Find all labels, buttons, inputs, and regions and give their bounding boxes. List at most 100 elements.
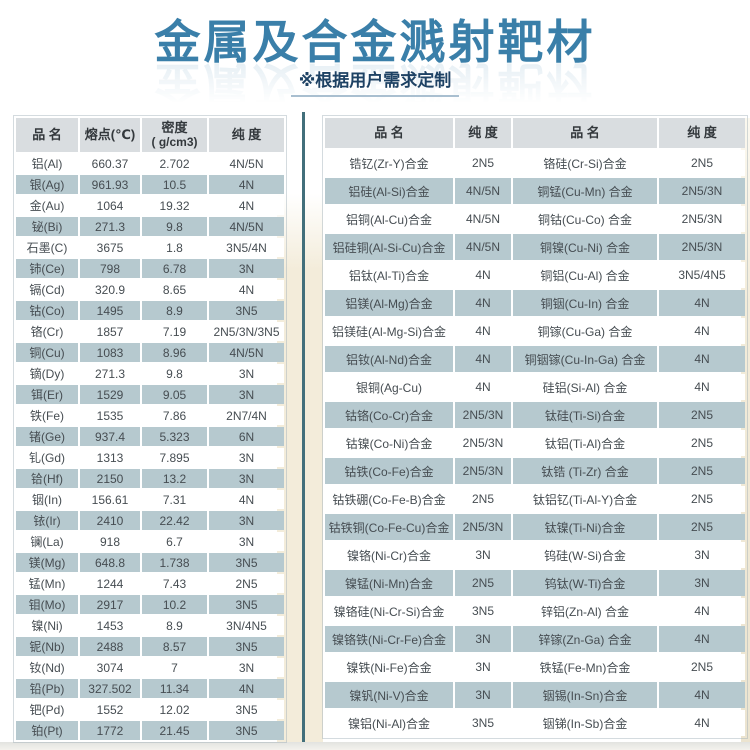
cell: 7.19 (142, 322, 207, 341)
cell: 镍钒(Ni-V)合金 (325, 682, 453, 708)
cell: 4N (455, 346, 511, 372)
table-row: 铝(Al) 660.37 2.702 4N/5N (16, 154, 284, 173)
cell: 3N (455, 542, 511, 568)
cell: 660.37 (80, 154, 140, 173)
cell: 铝硅铜(Al-Si-Cu)合金 (325, 234, 453, 260)
cell: 铅(Pb) (16, 679, 78, 698)
cell: 19.32 (142, 196, 207, 215)
cell: 钨钛(W-Ti)合金 (513, 570, 657, 596)
cell: 7.31 (142, 490, 207, 509)
table-row: 铁(Fe) 1535 7.86 2N7/4N (16, 406, 284, 425)
cell: 2N5/3N (659, 234, 745, 260)
cell: 铁锰(Fe-Mn)合金 (513, 654, 657, 680)
cell: 9.8 (142, 217, 207, 236)
cell: 铜(Cu) (16, 343, 78, 362)
cell: 4N (659, 710, 745, 736)
cell: 3N (659, 570, 745, 596)
cell: 1772 (80, 721, 140, 740)
cell: 钴铁铜(Co-Fe-Cu)合金 (325, 514, 453, 540)
cell: 铟锑(In-Sb)合金 (513, 710, 657, 736)
table-row: 金(Au) 1064 19.32 4N (16, 196, 284, 215)
cell: 2.702 (142, 154, 207, 173)
table-row: 铝镁硅(Al-Mg-Si)合金 4N 铜镓(Cu-Ga) 合金 4N (325, 318, 745, 344)
cell: 钴铁硼(Co-Fe-B)合金 (325, 486, 453, 512)
cell: 4N (659, 318, 745, 344)
cell: 钕(Nd) (16, 658, 78, 677)
cell: 6N (209, 427, 284, 446)
table-row: 钴铬(Co-Cr)合金 2N5/3N 钛硅(Ti-Si)合金 2N5 (325, 402, 745, 428)
cell: 1.738 (142, 553, 207, 572)
cell: 4N (209, 175, 284, 194)
column-header: 熔点(℃) (80, 118, 140, 152)
cell: 铌(Nb) (16, 637, 78, 656)
cell: 1453 (80, 616, 140, 635)
cell: 3N5 (209, 700, 284, 719)
cell: 铝镁(Al-Mg)合金 (325, 290, 453, 316)
cell: 2N5 (455, 570, 511, 596)
cell: 2N5/3N (455, 514, 511, 540)
cell: 铝硅(Al-Si)合金 (325, 178, 453, 204)
table-row: 铟(In) 156.61 7.31 4N (16, 490, 284, 509)
cell: 铝钕(Al-Nd)合金 (325, 346, 453, 372)
cell: 3N (209, 469, 284, 488)
cell: 3074 (80, 658, 140, 677)
cell: 7.43 (142, 574, 207, 593)
table-row: 铝硅(Al-Si)合金 4N/5N 铜锰(Cu-Mn) 合金 2N5/3N (325, 178, 745, 204)
table-row: 镍(Ni) 1453 8.9 3N/4N5 (16, 616, 284, 635)
alloys-purity-table: 品 名纯 度品 名纯 度锆钇(Zr-Y)合金 2N5 铬硅(Cr-Si)合金 2N5 铝… (323, 116, 747, 738)
cell: 石墨(C) (16, 238, 78, 257)
table-row: 钴(Co) 1495 8.9 3N5 (16, 301, 284, 320)
cell: 4N (455, 290, 511, 316)
cell: 156.61 (80, 490, 140, 509)
cell: 10.5 (142, 175, 207, 194)
cell: 2N5/3N (455, 402, 511, 428)
table-row: 银(Ag) 961.93 10.5 4N (16, 175, 284, 194)
cell: 1857 (80, 322, 140, 341)
cell: 3N5/4N5 (659, 262, 745, 288)
page-title: 金属及合金溅射靶材 (154, 16, 596, 68)
cell: 钼(Mo) (16, 595, 78, 614)
table-row: 锰(Mn) 1244 7.43 2N5 (16, 574, 284, 593)
cell: 3N (209, 511, 284, 530)
column-header: 品 名 (16, 118, 78, 152)
cell: 2917 (80, 595, 140, 614)
cell: 铜钴(Cu-Co) 合金 (513, 206, 657, 232)
table-row: 铱(Ir) 2410 22.42 3N (16, 511, 284, 530)
cell: 9.05 (142, 385, 207, 404)
cell: 3N5 (455, 710, 511, 736)
cell: 22.42 (142, 511, 207, 530)
cell: 铈(Ce) (16, 259, 78, 278)
cell: 9.8 (142, 364, 207, 383)
cell: 11.34 (142, 679, 207, 698)
table-row: 铝钕(Al-Nd)合金 4N 铜铟镓(Cu-In-Ga) 合金 4N (325, 346, 745, 372)
cell: 7.895 (142, 448, 207, 467)
cell: 2N5 (659, 150, 745, 176)
column-header: 纯 度 (659, 118, 745, 148)
cell: 8.96 (142, 343, 207, 362)
cell: 钴(Co) (16, 301, 78, 320)
cell: 2410 (80, 511, 140, 530)
table-row: 铈(Ce) 798 6.78 3N (16, 259, 284, 278)
cell: 8.65 (142, 280, 207, 299)
cell: 271.3 (80, 217, 140, 236)
cell: 钛锆 (Ti-Zr) 合金 (513, 458, 657, 484)
cell: 4N (455, 262, 511, 288)
metals-properties-table: 品 名熔点(℃) 密度( g/cm3) 纯 度铝(Al) 660.37 2.702 4N/… (14, 116, 286, 742)
table-row: 钯(Pd) 1552 12.02 3N5 (16, 700, 284, 719)
cell: 4N (659, 374, 745, 400)
header-row: 品 名熔点(℃) 密度( g/cm3) 纯 度 (16, 118, 284, 152)
cell: 3N5 (209, 553, 284, 572)
cell: 镍铬铁(Ni-Cr-Fe)合金 (325, 626, 453, 652)
cell: 镍(Ni) (16, 616, 78, 635)
cell: 4N (659, 682, 745, 708)
cell: 铟(In) (16, 490, 78, 509)
bottom-shadow (0, 742, 750, 750)
cell: 2N5 (659, 430, 745, 456)
cell: 铂(Pt) (16, 721, 78, 740)
cell: 1244 (80, 574, 140, 593)
cell: 1.8 (142, 238, 207, 257)
table-row: 铝镁(Al-Mg)合金 4N 铜铟(Cu-In) 合金 4N (325, 290, 745, 316)
column-header: 纯 度 (455, 118, 511, 148)
cell: 4N/5N (455, 206, 511, 232)
